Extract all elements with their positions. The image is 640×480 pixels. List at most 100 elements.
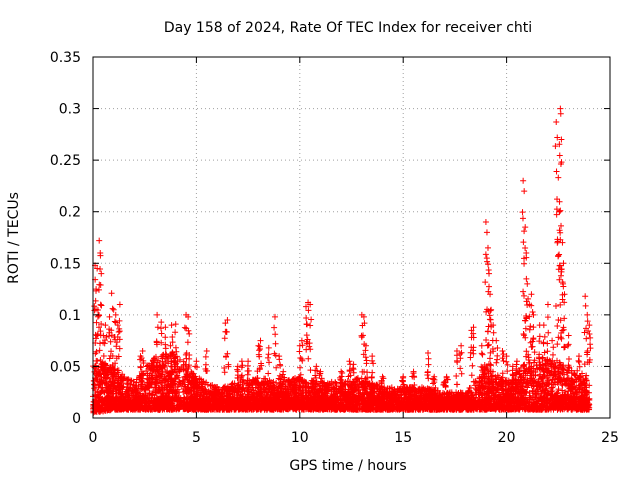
roti-point: [168, 376, 175, 383]
roti-point: [549, 376, 556, 383]
roti-point: [92, 382, 99, 389]
roti-point: [470, 378, 477, 385]
roti-point: [107, 378, 114, 385]
roti-point: [561, 371, 568, 378]
roti-point: [418, 387, 425, 394]
roti-point: [115, 383, 122, 390]
roti-point: [103, 387, 110, 394]
roti-point: [180, 366, 187, 373]
roti-point: [282, 384, 289, 391]
roti-point: [196, 375, 203, 382]
roti-point: [234, 388, 241, 395]
roti-point: [473, 391, 480, 398]
roti-point: [151, 384, 158, 391]
roti-point: [520, 376, 527, 383]
roti-point: [358, 384, 365, 391]
roti-point: [297, 391, 304, 398]
roti-point: [370, 389, 377, 396]
roti-point: [585, 389, 592, 396]
roti-point: [194, 388, 201, 395]
y-axis-label: ROTI / TECUs: [6, 192, 22, 284]
roti-point: [184, 365, 191, 372]
roti-point: [201, 386, 208, 393]
roti-point: [182, 387, 189, 394]
roti-point: [98, 388, 105, 395]
roti-point: [148, 375, 155, 382]
roti-point: [446, 389, 453, 396]
roti-point: [309, 377, 316, 384]
roti-point: [367, 386, 374, 393]
roti-point: [239, 381, 246, 388]
roti-point: [353, 385, 360, 392]
roti-point: [136, 390, 143, 397]
roti-point: [161, 373, 168, 380]
roti-point: [125, 376, 132, 383]
roti-point: [333, 381, 340, 388]
roti-point: [481, 385, 488, 392]
roti-point: [536, 361, 543, 368]
roti-point: [517, 390, 524, 397]
roti-point: [511, 377, 518, 384]
roti-point: [530, 388, 537, 395]
roti-point: [583, 377, 590, 384]
roti-point: [141, 386, 148, 393]
roti-point: [570, 379, 577, 386]
roti-point: [270, 383, 277, 390]
roti-point: [564, 367, 571, 374]
roti-point: [308, 384, 315, 391]
roti-point: [526, 366, 533, 373]
roti-point: [309, 390, 316, 397]
x-axis-label: GPS time / hours: [289, 458, 406, 474]
roti-point: [528, 363, 535, 370]
roti-point: [324, 380, 331, 387]
roti-point: [551, 359, 558, 366]
roti-point: [186, 373, 193, 380]
roti-point: [293, 385, 300, 392]
roti-point: [175, 374, 182, 381]
data-points: [90, 105, 594, 416]
roti-point: [149, 391, 156, 398]
roti-point: [121, 374, 128, 381]
roti-point: [180, 378, 187, 385]
roti-point: [130, 382, 137, 389]
roti-point: [370, 386, 377, 393]
roti-point: [231, 380, 238, 387]
roti-point: [168, 384, 175, 391]
roti-point: [568, 375, 575, 382]
roti-point: [243, 386, 250, 393]
roti-point: [217, 391, 224, 398]
roti-point: [250, 387, 257, 394]
roti-point: [291, 381, 298, 388]
roti-point: [123, 380, 130, 387]
roti-point: [577, 381, 584, 388]
roti-point: [90, 377, 97, 384]
roti-point: [148, 380, 155, 387]
roti-point: [204, 381, 211, 388]
roti-point: [394, 388, 401, 395]
roti-point: [425, 387, 432, 394]
roti-point: [108, 370, 115, 377]
roti-point: [477, 389, 484, 396]
roti-point: [188, 368, 195, 375]
roti-point: [526, 390, 533, 397]
roti-point: [349, 389, 356, 396]
roti-point: [582, 375, 589, 382]
roti-point: [561, 376, 568, 383]
roti-point: [118, 374, 125, 381]
roti-point: [328, 378, 335, 385]
roti-point: [530, 371, 537, 378]
roti-point: [538, 375, 545, 382]
roti-point: [228, 381, 235, 388]
roti-point: [239, 390, 246, 397]
roti-point: [524, 370, 531, 377]
roti-point: [467, 384, 474, 391]
roti-point: [549, 384, 556, 391]
roti-point: [498, 387, 505, 394]
roti-point: [143, 368, 150, 375]
roti-point: [124, 381, 131, 388]
roti-point: [285, 390, 292, 397]
roti-point: [574, 367, 581, 374]
roti-point: [544, 374, 551, 381]
roti-point: [356, 378, 363, 385]
